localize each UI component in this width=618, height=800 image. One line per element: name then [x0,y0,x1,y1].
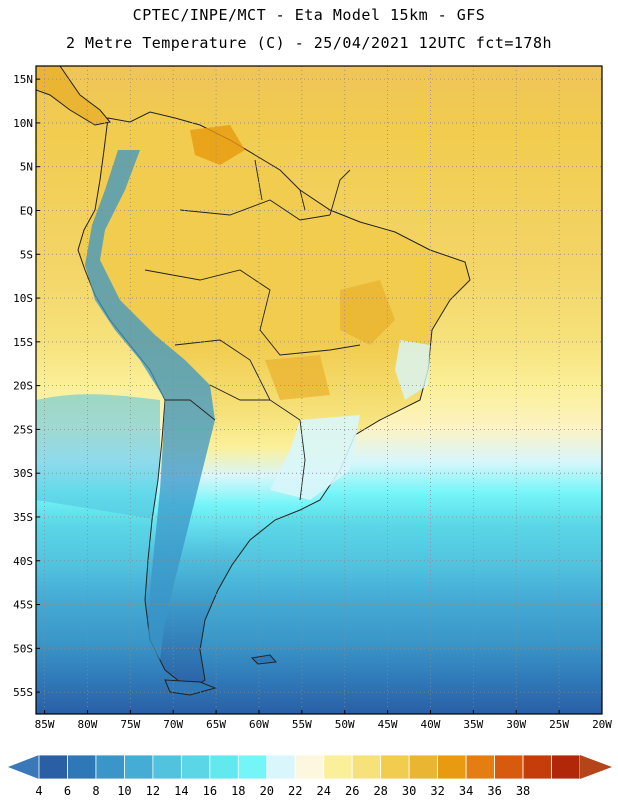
lat-label: 20S [13,380,33,393]
lat-label: 45S [13,599,33,612]
temperature-map: 15N 10N 5N EQ 5S 10S 15S 20S 25S 30S 35S 40S 45S 50S 5… [13,65,612,731]
legend-label: 8 [92,784,99,798]
lon-label: 80W [78,718,98,731]
legend-label: 12 [146,784,160,798]
lon-label: 65W [206,718,226,731]
color-legend: 4 6 8 10 12 14 16 18 20 22 24 26 28 30 32 34 36 38 [8,754,612,798]
lon-label: 30W [506,718,526,731]
longitude-labels: 85W 80W 75W 70W 65W 60W 55W 50W 45W 40W 35W 30W 25W 2… [35,710,612,731]
legend-label: 6 [64,784,71,798]
legend-label: 10 [117,784,131,798]
lat-label: 40S [13,555,33,568]
lon-label: 40W [421,718,441,731]
legend-swatch [351,754,382,780]
legend-label: 38 [516,784,530,798]
legend-swatch [380,754,410,780]
lon-label: 60W [249,718,269,731]
legend-swatch [209,754,239,780]
lat-label: 50S [13,642,33,655]
legend-label: 28 [373,784,387,798]
lat-label: 5N [20,161,33,174]
legend-label: 20 [260,784,274,798]
legend-label: 32 [430,784,444,798]
chart-title: CPTEC/INPE/MCT - Eta Model 15km - GFS [132,6,486,24]
legend-label: 16 [203,784,217,798]
legend-swatch [38,754,68,780]
andes-ridge [85,150,215,660]
legend-swatch [465,754,495,780]
lon-label: 45W [378,718,398,731]
legend-label: 22 [288,784,302,798]
legend-swatch [494,754,524,780]
legend-swatch [522,754,552,780]
legend-label: 26 [345,784,359,798]
cool-coast-east-brazil [395,340,430,400]
lat-label: 30S [13,467,33,480]
legend-label: 24 [317,784,331,798]
legend-label: 14 [174,784,188,798]
legend-swatch [95,754,125,780]
lon-label: 20W [592,718,612,731]
legend-swatch [124,754,154,780]
lon-label: 35W [463,718,483,731]
legend-swatch [152,754,182,780]
lon-label: 25W [549,718,569,731]
warm-patch-central-brazil [340,280,395,345]
legend-low-arrow [8,755,39,779]
legend-swatch [266,754,296,780]
chart-subtitle: 2 Metre Temperature (C) - 25/04/2021 12U… [65,34,553,52]
lat-label: 10N [13,117,33,130]
lon-label: 75W [120,718,140,731]
lon-label: 55W [292,718,312,731]
latitude-labels: 15N 10N 5N EQ 5S 10S 15S 20S 25S 30S 35S 40S 45S 50S 5… [13,73,40,699]
pacific-cool-band [36,394,160,520]
legend-swatch [294,754,325,780]
legend-swatch [180,754,211,780]
legend-swatch [437,754,467,780]
lat-label: 5S [20,248,33,261]
lon-label: 85W [35,718,55,731]
legend-swatch [67,754,97,780]
map-frame [35,65,603,715]
legend-label: 30 [402,784,416,798]
legend-label: 36 [487,784,501,798]
legend-high-arrow [580,755,612,779]
legend-swatch [237,754,268,780]
legend-swatch [551,754,581,780]
legend-label: 34 [459,784,473,798]
warm-patch-venezuela [190,125,245,165]
lon-label: 70W [163,718,183,731]
lat-label: 10S [13,292,33,305]
lat-label: 25S [13,423,33,436]
legend-swatch [323,754,353,780]
lat-label: 35S [13,511,33,524]
warm-patch-chaco [265,355,330,400]
legend-label: 4 [35,784,42,798]
lat-label: 15N [13,73,33,86]
lon-label: 50W [335,718,355,731]
central-america-land [36,66,111,126]
lat-label: 55S [13,686,33,699]
legend-swatch [408,754,439,780]
legend-label: 18 [231,784,245,798]
lat-label: EQ [20,204,33,217]
cool-patch-south-brazil [270,415,360,500]
falkland-islands [250,654,277,665]
lat-label: 15S [13,336,33,349]
tierra-del-fuego [164,679,217,696]
